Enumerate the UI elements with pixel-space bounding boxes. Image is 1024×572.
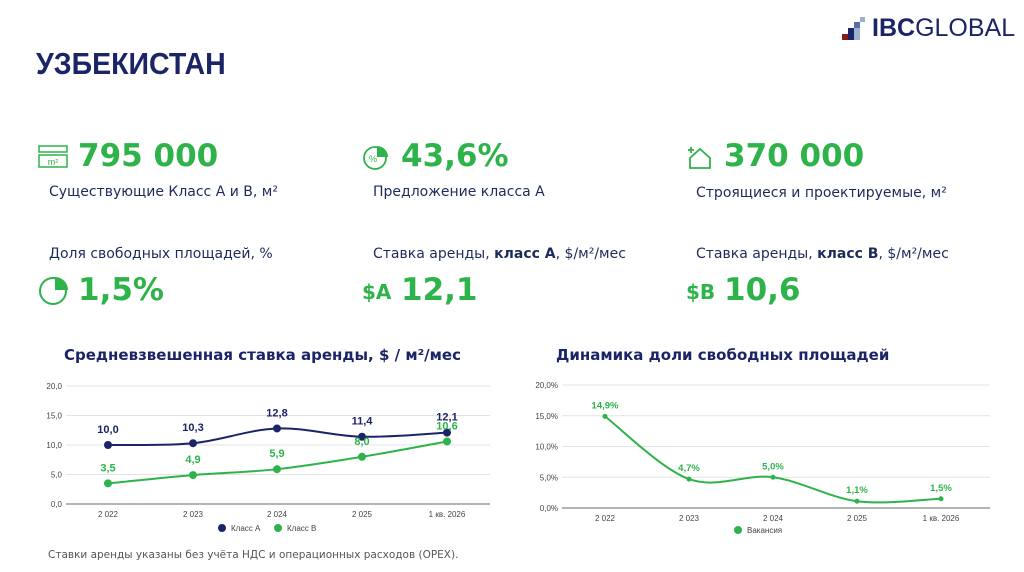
- dollar-b-icon: $B: [686, 280, 716, 304]
- svg-text:%: %: [369, 154, 377, 164]
- data-point: [686, 476, 692, 482]
- data-label: 14,9%: [592, 400, 619, 411]
- kpi-vacancy-label: Доля свободных площадей, %: [49, 246, 273, 262]
- y-tick-label: 20,0: [46, 382, 62, 391]
- y-tick-label: 15,0%: [535, 412, 558, 421]
- kpi-rent-b-label: Ставка аренды, класс В, $/м²/мес: [696, 246, 949, 262]
- data-label: 1,1%: [846, 485, 868, 496]
- data-label: 4,9: [185, 454, 200, 466]
- data-point: [854, 498, 860, 504]
- x-tick-label: 2 025: [847, 514, 868, 523]
- y-tick-label: 20,0%: [535, 381, 558, 390]
- data-label: 10,0: [97, 424, 118, 436]
- x-tick-label: 2 023: [183, 510, 204, 519]
- logo-bars-icon: [842, 16, 865, 40]
- dollar-a-icon: $A: [362, 280, 392, 304]
- data-label: 8,0: [354, 436, 369, 448]
- data-point: [358, 432, 366, 441]
- y-tick-label: 0,0%: [540, 504, 558, 513]
- data-point: [104, 479, 112, 488]
- label-text: Ставка аренды,: [696, 246, 818, 262]
- kpi-rent-b-value: 10,6: [724, 272, 801, 308]
- data-label: 1,5%: [930, 483, 952, 494]
- legend-label: Вакансия: [747, 526, 782, 535]
- data-point: [189, 439, 197, 448]
- kpi-class-a-share-label: Предложение класса А: [373, 184, 545, 200]
- label-bold: класс В: [817, 246, 879, 262]
- data-point: [443, 437, 451, 446]
- chart-rent-title: Средневзвешенная ставка аренды, $ / м²/м…: [64, 346, 461, 364]
- data-label: 4,7%: [678, 463, 700, 474]
- x-tick-label: 2 024: [763, 514, 784, 523]
- y-tick-label: 5,0: [51, 471, 63, 480]
- label-bold: класс А: [494, 246, 556, 262]
- data-label: 11,4: [352, 416, 374, 428]
- label-unit: , $/м²/мес: [555, 246, 626, 262]
- data-point: [104, 441, 112, 449]
- series-line: [604, 415, 942, 504]
- data-label: 12,8: [266, 407, 287, 419]
- legend-marker: [734, 526, 742, 534]
- construction-plus-icon: [688, 147, 711, 169]
- pie-chart-icon: [39, 277, 68, 305]
- legend-marker: [218, 524, 226, 532]
- x-tick-label: 2 024: [267, 510, 288, 519]
- kpi-rent-a-value: 12,1: [401, 272, 478, 308]
- page-title: УЗБЕКИСТАН: [36, 46, 226, 81]
- data-label: 10,6: [436, 420, 457, 432]
- kpi-existing-label: Существующие Класс А и В, м²: [49, 184, 278, 200]
- data-point: [273, 465, 281, 474]
- chart-vacancy-title: Динамика доли свободных площадей: [556, 346, 890, 364]
- x-tick-label: 2 022: [98, 510, 119, 519]
- data-point: [189, 471, 197, 480]
- x-tick-label: 1 кв. 2026: [429, 510, 466, 519]
- kpi-rent-a-label: Ставка аренды, класс А, $/м²/мес: [373, 246, 626, 262]
- footnote: Ставки аренды указаны без учёта НДС и оп…: [48, 549, 459, 561]
- data-label: 5,9: [269, 448, 284, 460]
- legend-marker: [274, 524, 282, 532]
- y-tick-label: 15,0: [46, 412, 62, 421]
- kpi-class-a-share-value: 43,6%: [401, 138, 509, 174]
- data-label: 12,1: [436, 412, 457, 424]
- y-tick-label: 10,0%: [535, 443, 558, 452]
- legend-label: Класс А: [231, 524, 261, 533]
- data-point: [443, 428, 451, 437]
- y-tick-label: 0,0: [51, 500, 63, 509]
- logo-global: GLOBAL: [915, 14, 1016, 42]
- kpi-construction-label: Строящиеся и проектируемые, м²: [696, 185, 947, 201]
- x-tick-label: 2 025: [352, 510, 373, 519]
- kpi-construction-value: 370 000: [724, 138, 865, 174]
- kpi-existing-value: 795 000: [78, 138, 219, 174]
- data-point: [602, 413, 608, 419]
- data-label: 5,0%: [762, 461, 784, 472]
- x-tick-label: 2 023: [679, 514, 700, 523]
- logo-ibc: IBC: [872, 14, 916, 42]
- y-tick-label: 10,0: [46, 441, 62, 450]
- ibc-global-logo: IBC GLOBAL: [842, 14, 1015, 43]
- svg-text:m²: m²: [48, 157, 59, 167]
- kpi-vacancy-value: 1,5%: [78, 272, 164, 308]
- data-label: 3,5: [100, 462, 115, 474]
- x-tick-label: 2 022: [595, 514, 616, 523]
- area-m2-icon: m²: [38, 145, 68, 168]
- x-tick-label: 1 кв. 2026: [923, 514, 960, 523]
- label-unit: , $/м²/мес: [878, 246, 949, 262]
- y-tick-label: 5,0%: [540, 473, 558, 482]
- legend-label: Класс В: [287, 524, 316, 533]
- label-text: Ставка аренды,: [373, 246, 495, 262]
- data-label: 10,3: [182, 422, 203, 434]
- percent-pie-icon: %: [363, 146, 388, 170]
- data-point: [770, 474, 776, 480]
- data-point: [273, 424, 281, 433]
- data-point: [938, 496, 944, 502]
- data-point: [358, 452, 366, 461]
